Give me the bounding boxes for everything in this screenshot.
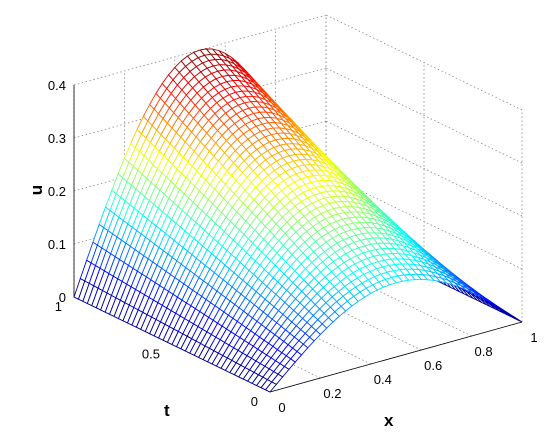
t-axis-label: t bbox=[164, 401, 170, 420]
x-axis-line bbox=[269, 321, 523, 393]
u-tick-label: 0.2 bbox=[48, 184, 66, 199]
surface-mesh bbox=[73, 48, 523, 393]
t-tick-label: 1 bbox=[55, 299, 62, 314]
x-tick-label: 0.8 bbox=[475, 344, 493, 359]
u-tick-label: 0.3 bbox=[48, 131, 66, 146]
t-tick-label: 0 bbox=[251, 394, 258, 409]
surface-cell bbox=[264, 381, 277, 393]
x-tick-label: 0.2 bbox=[323, 386, 341, 401]
x-axis-label: x bbox=[384, 411, 394, 430]
grid-line bbox=[325, 67, 523, 164]
x-tick-label: 0 bbox=[278, 400, 285, 415]
x-tick-label: 0.6 bbox=[424, 358, 442, 373]
u-tick-label: 0 bbox=[59, 290, 66, 305]
x-tick-label: 0.4 bbox=[374, 372, 392, 387]
x-tick-label: 1 bbox=[530, 330, 537, 345]
grid-line bbox=[325, 120, 523, 217]
grid-line bbox=[325, 14, 523, 111]
u-tick-label: 0.1 bbox=[48, 237, 66, 252]
t-tick-label: 0.5 bbox=[142, 347, 160, 362]
u-axis-label: u bbox=[27, 185, 46, 195]
u-tick-label: 0.4 bbox=[48, 78, 66, 93]
